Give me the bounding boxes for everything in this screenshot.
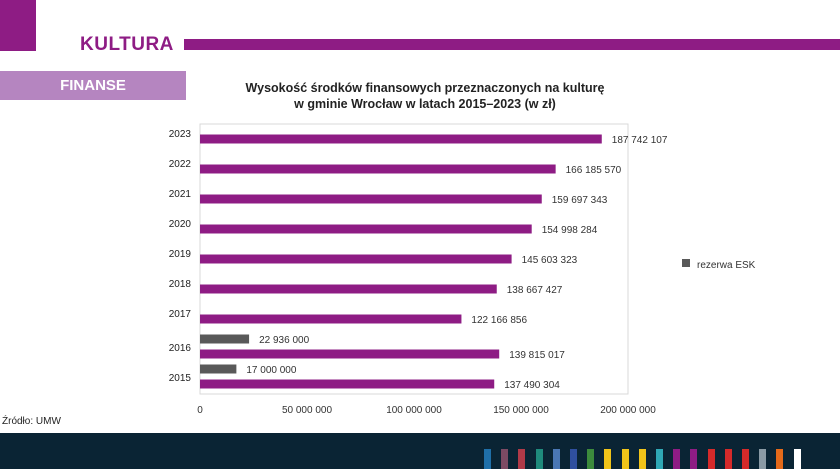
footer-swatch (587, 449, 595, 469)
source-note: Źródło: UMW (2, 416, 61, 427)
bar-2019 (200, 254, 512, 264)
data-label: 187 742 107 (612, 135, 668, 146)
data-label: 159 697 343 (552, 195, 608, 206)
x-tick-label: 50 000 000 (282, 405, 332, 416)
chart-title-line-1: Wysokość środków finansowych przeznaczon… (245, 81, 605, 95)
y-tick-label: 2018 (169, 279, 192, 290)
footer-swatch (673, 449, 681, 469)
bar-2016 (200, 349, 500, 359)
legend-swatch-rezerwa-esk (682, 259, 690, 267)
bar-chart: 2023 187 742 107 2022 166 185 570 2021 159 69… (169, 123, 756, 416)
footer-swatch (484, 449, 491, 469)
footer-swatch (518, 449, 526, 469)
footer-swatch (690, 449, 698, 469)
footer-swatch (621, 449, 629, 469)
chart-title-line-2: w gminie Wrocław w latach 2015–2023 (w z… (294, 97, 556, 111)
bar-2022 (200, 164, 556, 174)
section-title: KULTURA (80, 34, 174, 55)
footer-swatch (570, 449, 577, 469)
footer-swatch (724, 449, 732, 469)
header-rule (184, 39, 840, 50)
y-tick-label: 2017 (169, 309, 192, 320)
y-tick-label: 2019 (169, 249, 192, 260)
footer-swatch (552, 449, 560, 469)
data-label: 122 166 856 (471, 315, 527, 326)
data-label: 145 603 323 (522, 255, 578, 266)
bar-2017 (200, 314, 462, 324)
x-tick-label: 0 (197, 405, 203, 416)
bar-2018 (200, 284, 497, 294)
reserve-data-label: 22 936 000 (259, 335, 309, 346)
footer-swatch (604, 449, 612, 469)
reserve-data-label: 17 000 000 (246, 365, 296, 376)
data-label: 166 185 570 (566, 165, 622, 176)
reserve-bar-2016 (200, 334, 250, 344)
bar-2020 (200, 224, 532, 234)
y-tick-label: 2022 (169, 159, 192, 170)
footer-swatch (707, 449, 715, 469)
subsection-tab-finanse: FINANSE (0, 71, 186, 100)
footer-bar (0, 433, 840, 469)
footer-swatch (656, 449, 663, 469)
reserve-bar-2015 (200, 364, 237, 374)
footer-swatch (759, 449, 767, 469)
x-tick-label: 150 000 000 (493, 405, 549, 416)
legend-label-rezerwa-esk: rezerwa ESK (697, 260, 756, 271)
footer-swatch (535, 449, 543, 469)
footer-swatch (501, 449, 509, 469)
bar-2023 (200, 134, 602, 144)
y-tick-label: 2020 (169, 219, 192, 230)
x-tick-label: 100 000 000 (386, 405, 442, 416)
data-label: 138 667 427 (507, 285, 563, 296)
chart-title: Wysokość środków finansowych przeznaczon… (180, 80, 670, 112)
y-tick-label: 2021 (169, 189, 192, 200)
footer-swatch (638, 449, 646, 469)
x-tick-label: 200 000 000 (600, 405, 656, 416)
data-label: 139 815 017 (509, 350, 565, 361)
y-tick-label: 2023 (169, 129, 192, 140)
bar-2015 (200, 379, 495, 389)
data-label: 137 490 304 (504, 380, 560, 391)
bar-2021 (200, 194, 542, 204)
corner-accent-block (0, 0, 36, 51)
y-tick-label: 2015 (169, 373, 192, 384)
footer-swatch (742, 449, 749, 469)
data-label: 154 998 284 (542, 225, 598, 236)
footer-swatch (776, 449, 784, 469)
footer-swatch (793, 449, 801, 469)
y-tick-label: 2016 (169, 343, 192, 354)
